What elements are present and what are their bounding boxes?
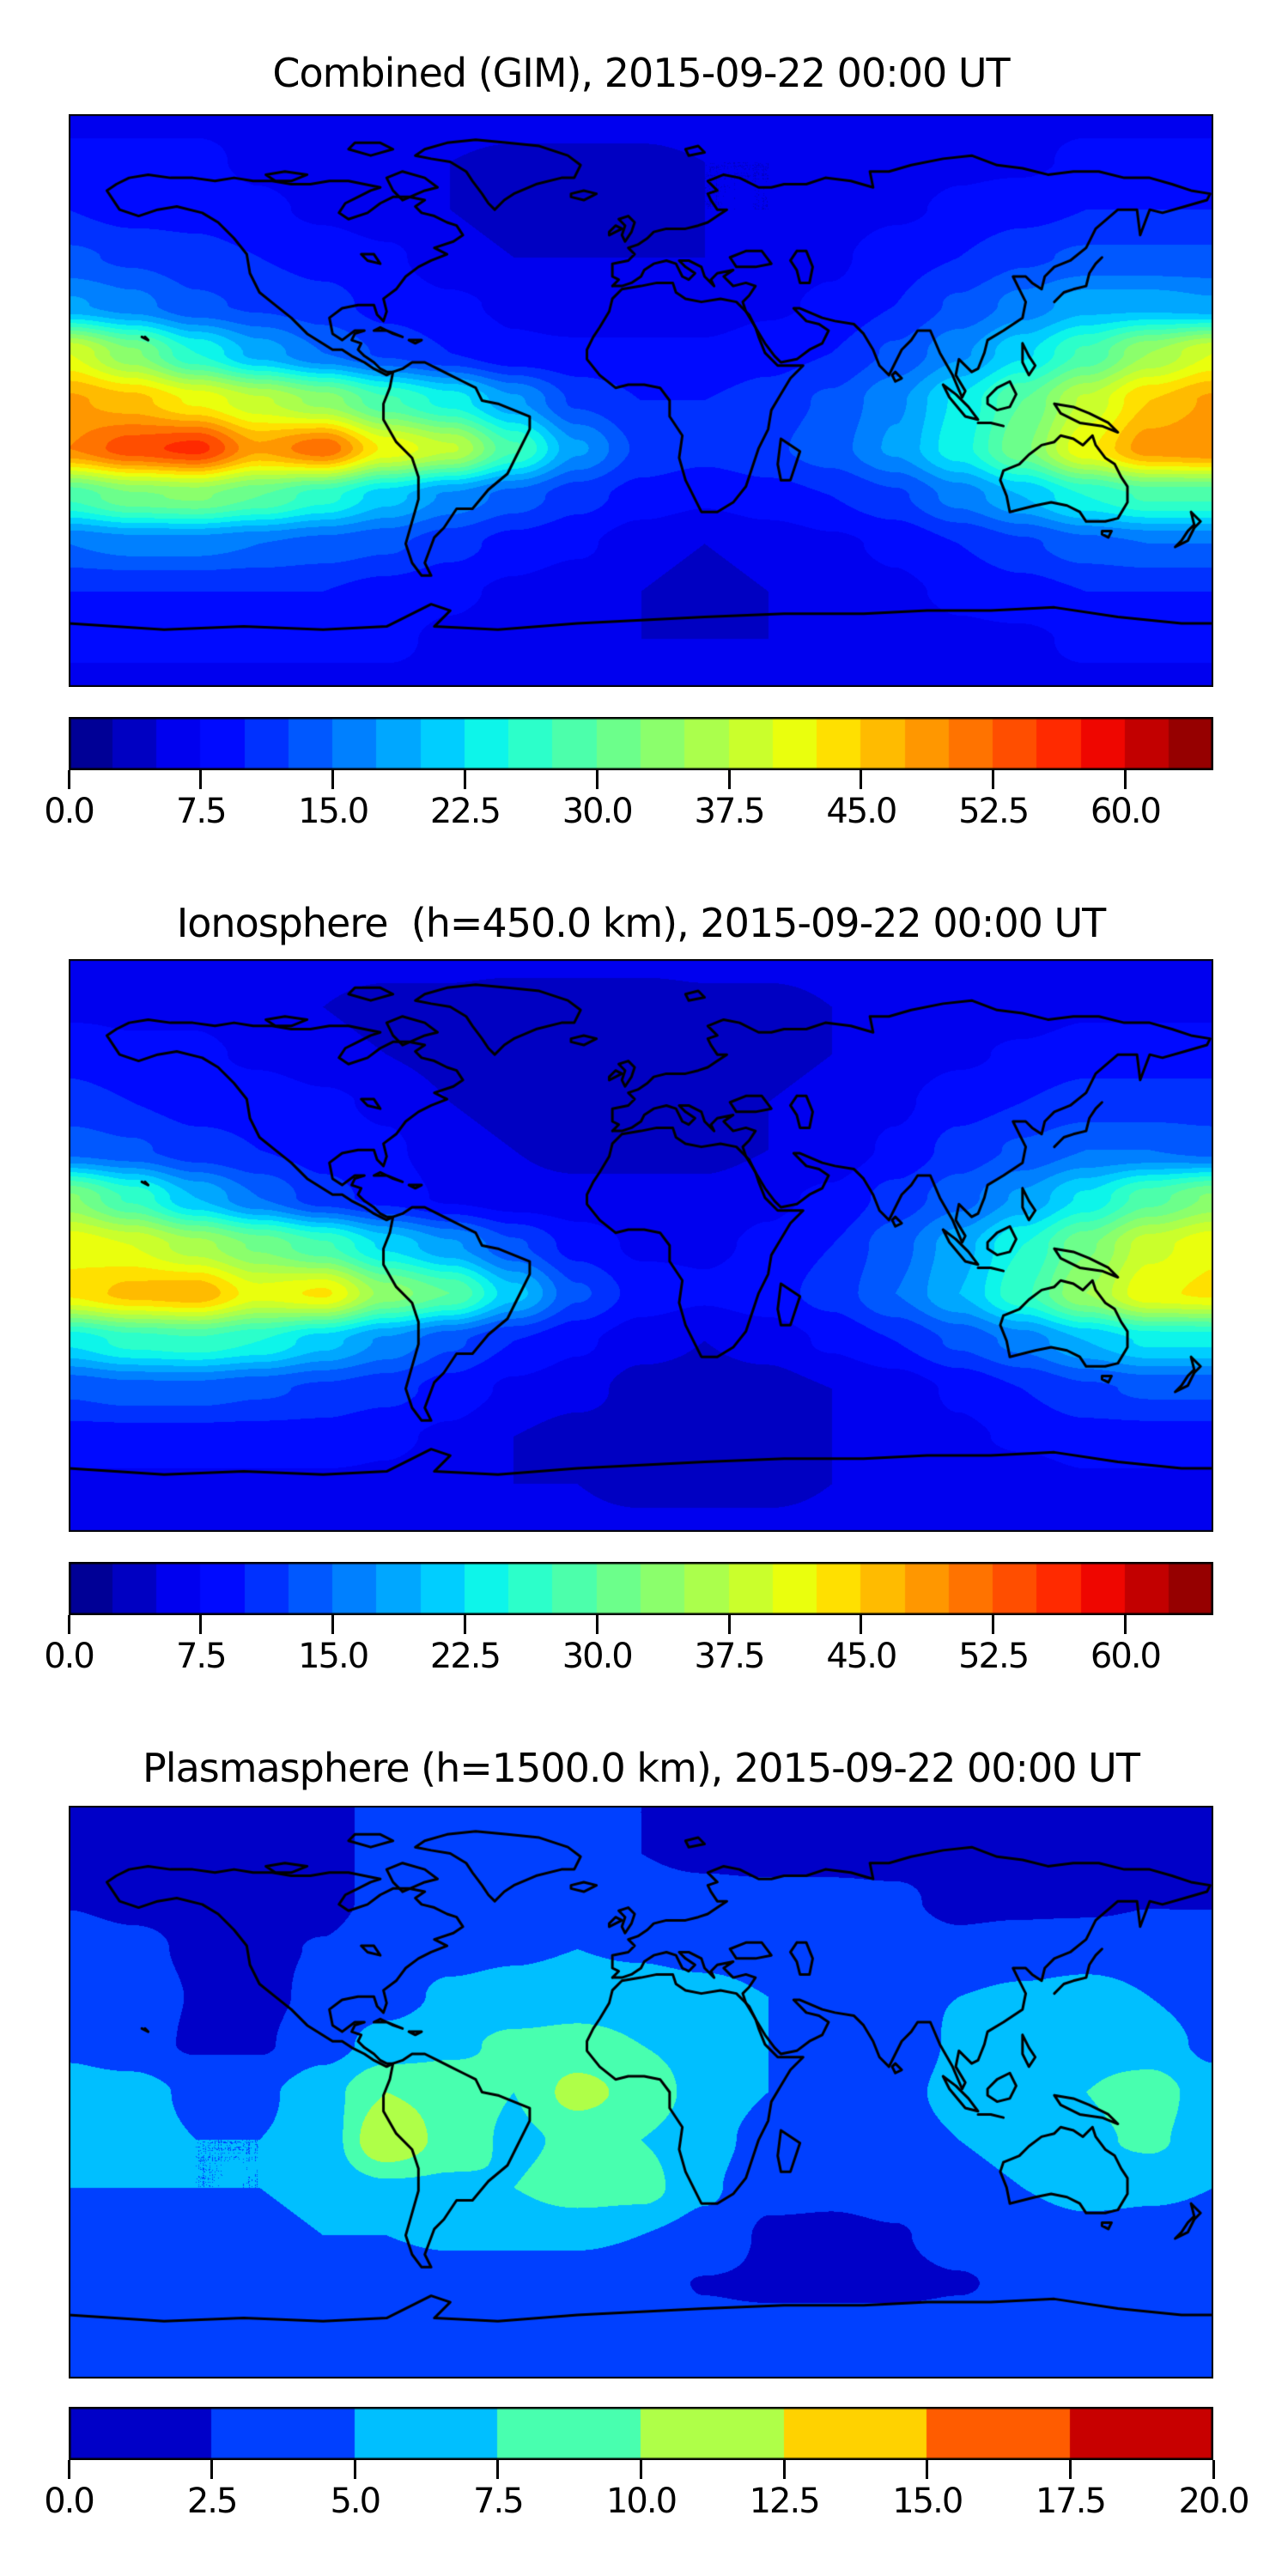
map-title-combined: Combined (GIM), 2015-09-22 00:00 UT [272, 50, 1010, 96]
colorbar-tick-label: 20.0 [1178, 2482, 1249, 2521]
colorbar-tick-mark [1212, 2460, 1215, 2479]
map-combined-gim [69, 114, 1213, 687]
colorbar-tick-mark [67, 1615, 70, 1634]
colorbar-tick-label: 30.0 [562, 792, 634, 831]
colorbar-tick-mark [199, 1615, 203, 1634]
colorbar-tick-mark [727, 1615, 731, 1634]
colorbar-tick-mark [1068, 2460, 1072, 2479]
colorbar-tick-mark [595, 1615, 598, 1634]
colorbar-tick-mark [463, 770, 466, 789]
colorbar-tick-label: 60.0 [1090, 1637, 1162, 1676]
colorbar-tick-mark [331, 770, 335, 789]
colorbar-tick-mark [1123, 770, 1127, 789]
colorbar-tick-label: 0.0 [44, 2482, 95, 2521]
colorbar-tick-label: 45.0 [826, 1637, 897, 1676]
colorbar-tick-label: 0.0 [44, 792, 95, 831]
colorbar-tick-mark [595, 770, 598, 789]
colorbar-tick-mark [727, 770, 731, 789]
colorbar-tick-label: 22.5 [429, 792, 501, 831]
colorbar-tick-label: 0.0 [44, 1637, 95, 1676]
colorbar-ionosphere [69, 1562, 1213, 1615]
colorbar-tick-mark [463, 1615, 466, 1634]
colorbar-tick-mark [782, 2460, 786, 2479]
colorbar-tick-mark [496, 2460, 500, 2479]
colorbar-tick-mark [331, 1615, 335, 1634]
colorbar-tick-mark [210, 2460, 214, 2479]
colorbar-plasmasphere [69, 2407, 1213, 2460]
colorbar-tick-mark [1123, 1615, 1127, 1634]
colorbar-tick-label: 60.0 [1090, 792, 1162, 831]
colorbar-tick-label: 30.0 [562, 1637, 634, 1676]
colorbar-tick-label: 12.5 [749, 2482, 821, 2521]
colorbar-tick-label: 5.0 [330, 2482, 381, 2521]
colorbar-tick-label: 7.5 [473, 2482, 525, 2521]
colorbar-combined [69, 717, 1213, 770]
map-ionosphere [69, 959, 1213, 1532]
colorbar-tick-label: 15.0 [298, 792, 369, 831]
colorbar-tick-label: 10.0 [605, 2482, 677, 2521]
colorbar-tick-mark [992, 1615, 995, 1634]
colorbar-tick-mark [199, 770, 203, 789]
colorbar-tick-label: 15.0 [892, 2482, 963, 2521]
map-title-plasmasphere: Plasmasphere (h=1500.0 km), 2015-09-22 0… [143, 1745, 1140, 1791]
colorbar-tick-label: 37.5 [694, 1637, 766, 1676]
map-title-ionosphere: Ionosphere (h=450.0 km), 2015-09-22 00:0… [176, 900, 1107, 946]
map-plasmasphere [69, 1806, 1213, 2379]
colorbar-tick-mark [860, 770, 863, 789]
colorbar-tick-mark [860, 1615, 863, 1634]
colorbar-tick-label: 37.5 [694, 792, 766, 831]
colorbar-tick-mark [926, 2460, 929, 2479]
colorbar-tick-label: 15.0 [298, 1637, 369, 1676]
colorbar-tick-mark [67, 2460, 70, 2479]
colorbar-tick-label: 52.5 [958, 1637, 1030, 1676]
colorbar-tick-label: 17.5 [1035, 2482, 1107, 2521]
colorbar-tick-label: 7.5 [175, 1637, 228, 1676]
colorbar-tick-mark [353, 2460, 356, 2479]
colorbar-tick-label: 7.5 [175, 792, 228, 831]
colorbar-tick-label: 22.5 [429, 1637, 501, 1676]
colorbar-tick-label: 2.5 [186, 2482, 239, 2521]
colorbar-tick-mark [67, 770, 70, 789]
colorbar-tick-mark [640, 2460, 642, 2479]
colorbar-tick-label: 45.0 [826, 792, 897, 831]
colorbar-tick-label: 52.5 [958, 792, 1030, 831]
colorbar-tick-mark [992, 770, 995, 789]
